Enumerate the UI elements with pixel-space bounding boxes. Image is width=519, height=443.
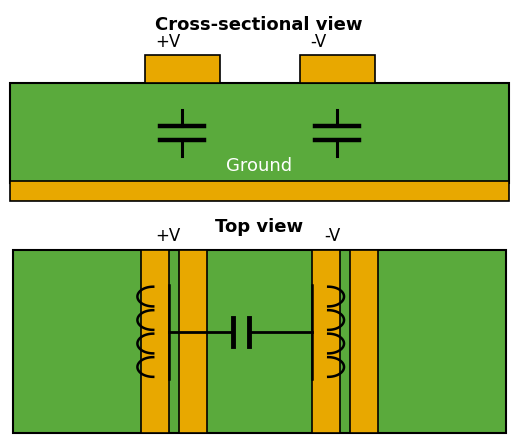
Text: +V: +V (155, 33, 180, 51)
Bar (350, 250, 378, 433)
Bar (145, 55, 220, 83)
Text: Cross-sectional view: Cross-sectional view (155, 16, 363, 34)
Bar (312, 250, 340, 433)
Text: Top view: Top view (215, 218, 303, 236)
Text: +V: +V (155, 227, 181, 245)
Bar (13, 250, 506, 433)
Bar (179, 250, 207, 433)
Bar (300, 55, 375, 83)
Bar (10, 181, 509, 201)
Text: -V: -V (310, 33, 326, 51)
Text: Ground: Ground (226, 157, 292, 175)
Bar (141, 250, 169, 433)
Bar (10, 83, 509, 183)
Text: -V: -V (324, 227, 340, 245)
